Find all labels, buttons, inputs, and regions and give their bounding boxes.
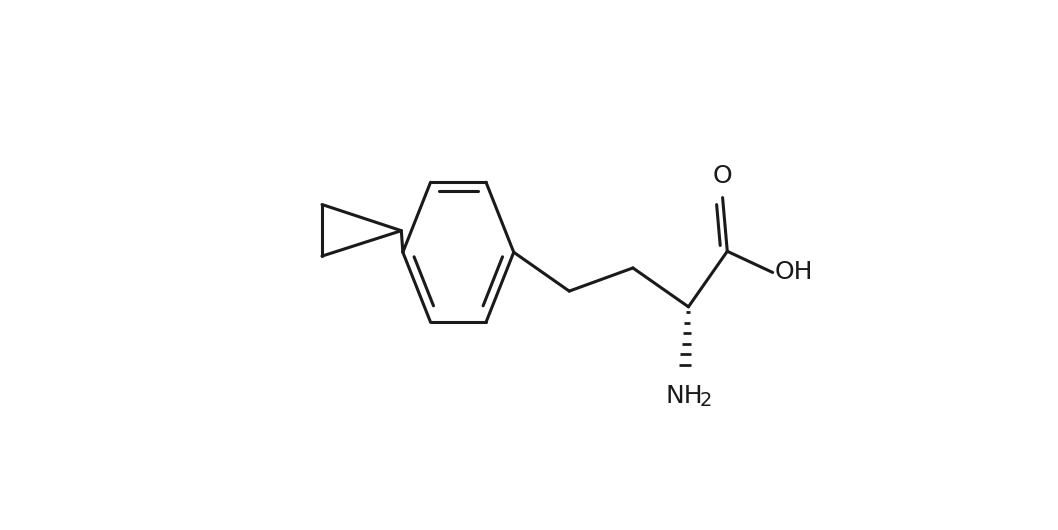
Text: OH: OH (774, 260, 814, 285)
Text: 2: 2 (699, 391, 712, 410)
Text: NH: NH (665, 384, 704, 408)
Text: O: O (713, 164, 732, 188)
